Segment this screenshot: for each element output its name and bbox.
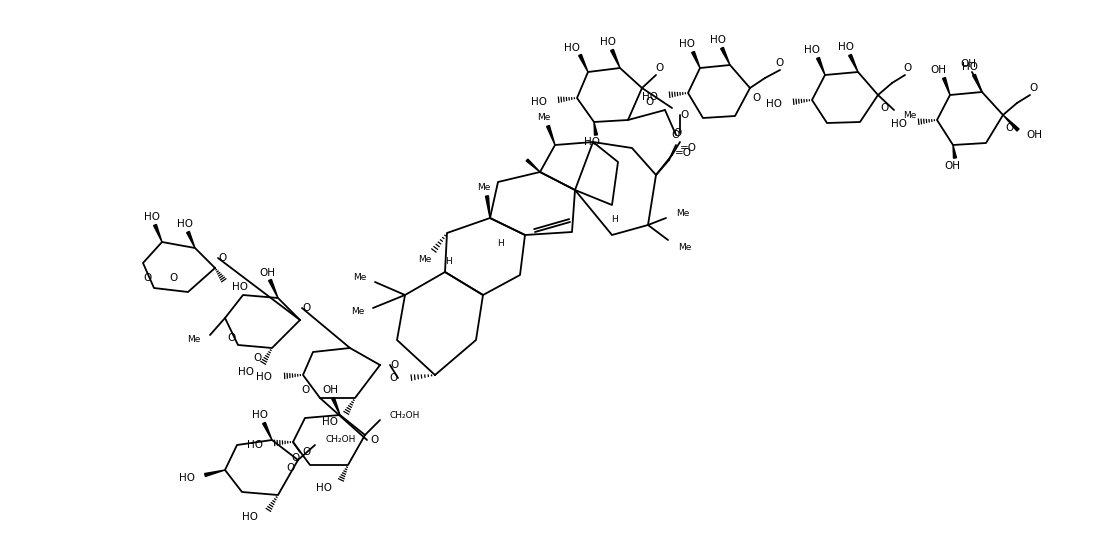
Text: O: O	[228, 333, 236, 343]
Text: O: O	[880, 103, 888, 113]
Text: HO: HO	[179, 473, 195, 483]
Polygon shape	[953, 145, 957, 158]
Polygon shape	[611, 49, 620, 68]
Text: O: O	[680, 110, 688, 120]
Text: HO: HO	[584, 137, 600, 147]
Text: HO: HO	[962, 62, 978, 72]
Polygon shape	[594, 122, 598, 135]
Text: O: O	[302, 447, 310, 457]
Text: O: O	[143, 273, 151, 283]
Polygon shape	[692, 51, 700, 68]
Polygon shape	[579, 54, 587, 72]
Text: HO: HO	[532, 97, 547, 107]
Text: OH: OH	[322, 385, 338, 395]
Text: Me: Me	[187, 335, 200, 345]
Text: O: O	[645, 97, 653, 107]
Text: O: O	[903, 63, 911, 73]
Text: =O: =O	[675, 148, 692, 158]
Text: HO: HO	[242, 512, 258, 522]
Text: O: O	[254, 353, 262, 363]
Text: H: H	[497, 238, 504, 248]
Text: O: O	[1005, 123, 1013, 133]
Text: HO: HO	[642, 92, 658, 102]
Polygon shape	[546, 126, 555, 145]
Text: HO: HO	[322, 417, 338, 427]
Text: Me: Me	[419, 255, 432, 264]
Polygon shape	[721, 47, 730, 65]
Text: H: H	[444, 257, 451, 267]
Text: HO: HO	[891, 119, 908, 129]
Text: Me: Me	[903, 111, 916, 119]
Text: H: H	[612, 216, 619, 224]
Text: HO: HO	[767, 99, 782, 109]
Text: O: O	[302, 303, 310, 313]
Text: Me: Me	[478, 184, 491, 192]
Polygon shape	[263, 422, 272, 440]
Text: Me: Me	[676, 209, 689, 217]
Text: HO: HO	[679, 39, 695, 49]
Text: O: O	[389, 373, 398, 383]
Text: O: O	[218, 253, 226, 263]
Text: HO: HO	[256, 372, 272, 382]
Text: O: O	[671, 130, 680, 140]
Text: HO: HO	[144, 212, 160, 222]
Text: O: O	[301, 385, 309, 395]
Text: HO: HO	[600, 37, 615, 47]
Text: HO: HO	[709, 35, 726, 45]
Text: HO: HO	[838, 42, 854, 52]
Text: Me: Me	[537, 113, 551, 122]
Text: HO: HO	[803, 45, 820, 55]
Polygon shape	[942, 78, 950, 95]
Text: O: O	[292, 453, 300, 463]
Text: O: O	[674, 128, 683, 138]
Text: CH₂OH: CH₂OH	[325, 436, 356, 444]
Text: HO: HO	[247, 440, 263, 450]
Polygon shape	[187, 231, 195, 248]
Text: OH: OH	[944, 161, 960, 171]
Text: OH: OH	[960, 59, 976, 69]
Polygon shape	[331, 397, 340, 415]
Text: O: O	[752, 93, 760, 103]
Polygon shape	[972, 74, 982, 92]
Polygon shape	[1003, 115, 1019, 131]
Text: HO: HO	[177, 219, 192, 229]
Text: HO: HO	[238, 367, 254, 377]
Text: OH: OH	[1026, 130, 1042, 140]
Polygon shape	[526, 159, 540, 172]
Text: OH: OH	[930, 65, 946, 75]
Text: O: O	[656, 63, 664, 73]
Text: O: O	[370, 435, 378, 445]
Text: O: O	[775, 58, 784, 68]
Text: Me: Me	[678, 242, 692, 251]
Polygon shape	[269, 279, 278, 298]
Text: CH₂OH: CH₂OH	[391, 410, 421, 420]
Text: O: O	[391, 360, 398, 370]
Text: HO: HO	[252, 410, 267, 420]
Text: Me: Me	[354, 274, 367, 282]
Polygon shape	[205, 470, 225, 476]
Text: Me: Me	[350, 307, 364, 317]
Text: O: O	[170, 273, 178, 283]
Text: HO: HO	[232, 282, 248, 292]
Polygon shape	[817, 57, 825, 75]
Text: =O: =O	[679, 143, 696, 153]
Polygon shape	[486, 196, 490, 218]
Polygon shape	[153, 224, 162, 242]
Text: HO: HO	[316, 483, 332, 493]
Polygon shape	[848, 54, 858, 72]
Text: HO: HO	[564, 43, 580, 53]
Text: O: O	[286, 463, 295, 473]
Text: O: O	[1028, 83, 1037, 93]
Text: OH: OH	[258, 268, 275, 278]
